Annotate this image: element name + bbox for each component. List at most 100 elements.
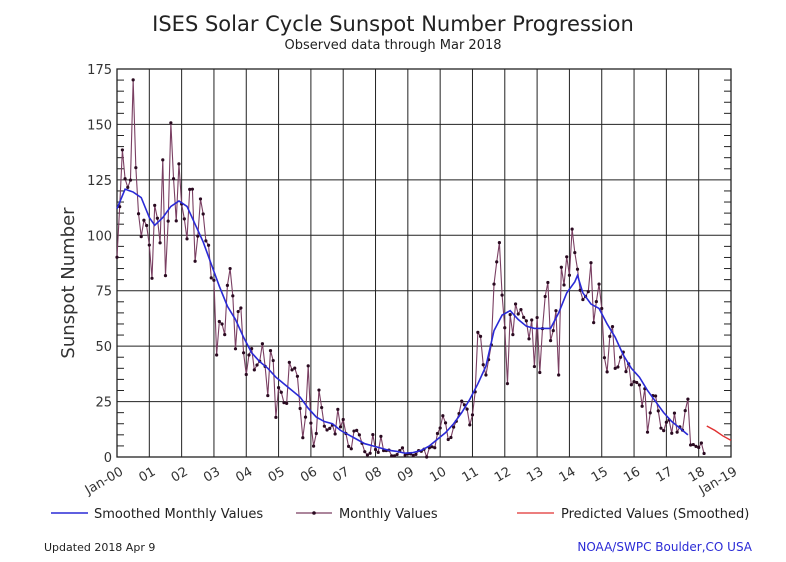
monthly-value-point — [468, 423, 472, 427]
x-tick-label: 11 — [460, 464, 482, 485]
monthly-value-point — [193, 259, 197, 263]
monthly-value-point — [390, 454, 394, 458]
monthly-value-point — [400, 446, 405, 450]
monthly-value-point — [161, 158, 165, 162]
monthly-value-point — [446, 437, 450, 442]
legend-marker-monthly — [312, 511, 316, 515]
monthly-value-point — [511, 333, 515, 337]
monthly-value-point — [495, 260, 499, 264]
monthly-value-point — [223, 333, 227, 337]
monthly-value-point — [225, 283, 230, 287]
x-tick-label: Jan-00 — [82, 464, 126, 498]
monthly-value-point — [573, 250, 577, 255]
monthly-value-point — [435, 431, 440, 436]
x-tick-label: 04 — [233, 464, 255, 485]
x-tick-label: 16 — [621, 464, 643, 485]
monthly-value-point — [543, 294, 547, 299]
monthly-value-point — [645, 430, 650, 434]
x-tick-label: 10 — [427, 464, 449, 485]
monthly-value-point — [274, 415, 278, 419]
y-tick-label: 125 — [87, 174, 112, 189]
monthly-value-point — [530, 318, 534, 322]
monthly-value-point — [497, 241, 502, 245]
monthly-value-point — [546, 280, 550, 285]
plot-frame — [116, 68, 732, 458]
monthly-value-point — [613, 366, 617, 370]
monthly-value-point — [465, 407, 469, 411]
monthly-value-point — [430, 445, 434, 449]
monthly-value-point — [484, 373, 488, 377]
monthly-value-point — [505, 382, 510, 386]
x-tick-label: 09 — [395, 464, 417, 485]
monthly-value-point — [592, 321, 596, 325]
x-tick-label: 06 — [298, 464, 320, 485]
monthly-value-point — [371, 433, 375, 437]
monthly-value-point — [247, 353, 251, 357]
legend-label-monthly: Monthly Values — [339, 507, 438, 522]
monthly-value-point — [508, 313, 512, 317]
monthly-value-point — [209, 276, 213, 280]
monthly-value-point — [648, 411, 652, 415]
monthly-value-point — [702, 451, 706, 456]
monthly-value-point — [460, 399, 464, 403]
y-tick-label: 100 — [87, 229, 112, 244]
monthly-value-point — [301, 436, 305, 440]
monthly-value-point — [355, 428, 359, 432]
x-tick-label: 01 — [136, 464, 158, 485]
monthly-value-point — [610, 325, 615, 329]
monthly-value-point — [476, 330, 480, 334]
monthly-value-point — [532, 364, 537, 369]
monthly-value-point — [336, 407, 340, 411]
monthly-value-point — [158, 241, 162, 245]
monthly-value-point — [271, 358, 275, 363]
monthly-value-point — [653, 394, 658, 398]
monthly-value-point — [392, 454, 396, 458]
monthly-value-point — [365, 453, 370, 457]
monthly-value-point — [522, 315, 526, 319]
monthly-value-point — [557, 373, 561, 377]
x-tick-label: 13 — [524, 464, 546, 485]
monthly-value-point — [338, 425, 343, 429]
monthly-value-point — [554, 309, 558, 313]
smoothed-values-line — [116, 188, 689, 455]
monthly-value-point — [683, 409, 687, 413]
monthly-value-point — [276, 386, 281, 390]
monthly-value-point — [115, 255, 119, 259]
monthly-value-point — [212, 278, 216, 282]
monthly-value-point — [279, 390, 283, 394]
monthly-value-point — [287, 360, 291, 364]
y-tick-label: 50 — [95, 340, 112, 355]
monthly-value-point — [346, 444, 351, 448]
monthly-value-point — [699, 441, 703, 445]
monthly-value-point — [333, 432, 337, 436]
monthly-value-point — [150, 276, 154, 280]
monthly-value-point — [559, 265, 563, 269]
monthly-value-point — [632, 380, 636, 384]
monthly-value-point — [169, 121, 173, 125]
x-tick-label: 08 — [363, 464, 385, 485]
monthly-value-point — [120, 148, 124, 152]
monthly-value-point — [314, 431, 318, 436]
monthly-value-point — [196, 234, 200, 238]
monthly-value-point — [656, 409, 660, 413]
monthly-value-point — [689, 443, 693, 447]
monthly-value-point — [597, 282, 601, 286]
monthly-value-point — [357, 433, 361, 437]
monthly-value-point — [503, 326, 507, 330]
y-axis-label: Sunspot Number — [58, 207, 79, 359]
monthly-value-point — [228, 266, 232, 271]
monthly-value-point — [255, 363, 259, 367]
monthly-value-point — [188, 187, 192, 191]
monthly-value-point — [551, 329, 555, 333]
x-tick-label: 14 — [557, 464, 579, 485]
monthly-value-point — [217, 319, 221, 324]
monthly-value-point — [527, 337, 531, 341]
x-tick-label: 17 — [654, 464, 676, 485]
monthly-value-point — [153, 203, 157, 207]
predicted-values-line — [706, 425, 732, 441]
monthly-value-point — [139, 235, 143, 239]
updated-label: Updated 2018 Apr 9 — [44, 541, 155, 554]
monthly-value-point — [438, 426, 442, 430]
x-tick-label: 15 — [589, 464, 611, 485]
monthly-value-point — [241, 351, 246, 355]
